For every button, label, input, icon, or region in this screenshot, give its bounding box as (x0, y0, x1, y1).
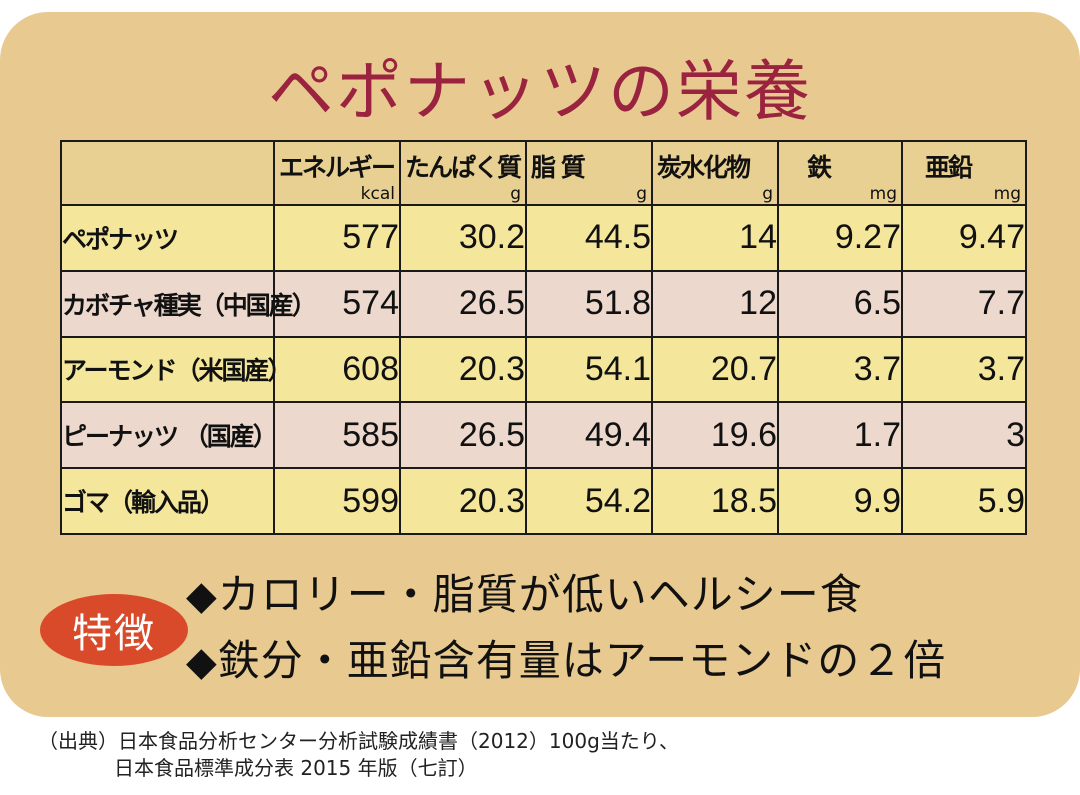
cell-fat: 54.1 (525, 335, 653, 404)
column-header-unit: mg (869, 184, 897, 204)
column-header-zinc: 亜鉛 mg (901, 140, 1027, 206)
cell-iron: 9.27 (777, 204, 903, 272)
column-header-unit: g (762, 184, 773, 204)
diamond-bullet-icon: ◆ (186, 639, 218, 685)
table-corner-cell (60, 140, 275, 206)
row-name: カボチャ種実（中国産） (60, 269, 317, 338)
column-header-carbohydrate: 炭水化物 g (651, 140, 779, 206)
column-header-fat: 脂 質 g (525, 140, 653, 206)
feature-text: カロリー・脂質が低いヘルシー食 (217, 570, 863, 619)
cell-energy: 574 (273, 269, 401, 338)
source-line-2: 日本食品標準成分表 2015 年版（七訂） (114, 756, 478, 780)
cell-zinc: 7.7 (901, 269, 1027, 338)
column-header-protein: たんぱく質 g (399, 140, 527, 206)
features-list: ◆カロリー・脂質が低いヘルシー食 ◆鉄分・亜鉛含有量はアーモンドの２倍 (186, 565, 946, 697)
cell-zinc: 3.7 (901, 335, 1027, 404)
table-row: カボチャ種実（中国産） 574 26.5 51.8 12 6.5 7.7 (60, 269, 1027, 338)
column-header-unit: mg (993, 184, 1021, 204)
row-name: アーモンド（米国産） (60, 335, 293, 404)
cell-protein: 26.5 (399, 401, 527, 470)
cell-zinc: 3 (901, 401, 1027, 470)
cell-protein: 26.5 (399, 269, 527, 338)
cell-energy: 608 (273, 335, 401, 404)
cell-energy: 599 (273, 467, 401, 535)
cell-iron: 9.9 (777, 467, 903, 535)
cell-iron: 6.5 (777, 269, 903, 338)
cell-carbohydrate: 19.6 (651, 401, 779, 470)
column-header-label: たんぱく質 (405, 153, 522, 182)
column-header-label: 鉄 (807, 153, 832, 182)
cell-energy: 577 (273, 204, 401, 272)
cell-carbohydrate: 20.7 (651, 335, 779, 404)
column-header-unit: g (510, 184, 521, 204)
features-badge: 特徴 (40, 594, 188, 666)
cell-iron: 3.7 (777, 335, 903, 404)
column-header-unit: kcal (360, 184, 395, 204)
table-row: ピーナッツ （国産） 585 26.5 49.4 19.6 1.7 3 (60, 401, 1027, 470)
cell-fat: 44.5 (525, 204, 653, 272)
cell-fat: 49.4 (525, 401, 653, 470)
table-row: ペポナッツ 577 30.2 44.5 14 9.27 9.47 (60, 204, 1027, 272)
feature-text: 鉄分・亜鉛含有量はアーモンドの２倍 (217, 636, 947, 685)
cell-fat: 51.8 (525, 269, 653, 338)
column-header-label: エネルギー (279, 153, 396, 182)
cell-carbohydrate: 12 (651, 269, 779, 338)
column-header-energy: エネルギー kcal (273, 140, 401, 206)
table-row: ゴマ（輸入品） 599 20.3 54.2 18.5 9.9 5.9 (60, 467, 1027, 535)
cell-zinc: 9.47 (901, 204, 1027, 272)
cell-protein: 20.3 (399, 467, 527, 535)
table-row: アーモンド（米国産） 608 20.3 54.1 20.7 3.7 3.7 (60, 335, 1027, 404)
column-header-unit: g (636, 184, 647, 204)
cell-energy: 585 (273, 401, 401, 470)
feature-item: ◆鉄分・亜鉛含有量はアーモンドの２倍 (186, 631, 946, 697)
page-title: ペポナッツの栄養 (268, 53, 812, 130)
feature-item: ◆カロリー・脂質が低いヘルシー食 (186, 565, 946, 631)
cell-zinc: 5.9 (901, 467, 1027, 535)
cell-carbohydrate: 14 (651, 204, 779, 272)
cell-fat: 54.2 (525, 467, 653, 535)
diamond-bullet-icon: ◆ (186, 573, 218, 619)
column-header-label: 亜鉛 (925, 153, 973, 182)
row-name: ゴマ（輸入品） (60, 467, 275, 535)
source-line-1: （出典）日本食品分析センター分析試験成績書（2012）100g当たり、 (38, 729, 679, 753)
row-name: ピーナッツ （国産） (60, 401, 278, 470)
cell-iron: 1.7 (777, 401, 903, 470)
source-note: （出典）日本食品分析センター分析試験成績書（2012）100g当たり、 日本食品… (38, 728, 679, 782)
cell-protein: 30.2 (399, 204, 527, 272)
column-header-label: 脂 質 (531, 153, 586, 182)
cell-protein: 20.3 (399, 335, 527, 404)
cell-carbohydrate: 18.5 (651, 467, 779, 535)
column-header-label: 炭水化物 (657, 153, 751, 182)
row-name: ペポナッツ (60, 204, 275, 272)
column-header-iron: 鉄 mg (777, 140, 903, 206)
